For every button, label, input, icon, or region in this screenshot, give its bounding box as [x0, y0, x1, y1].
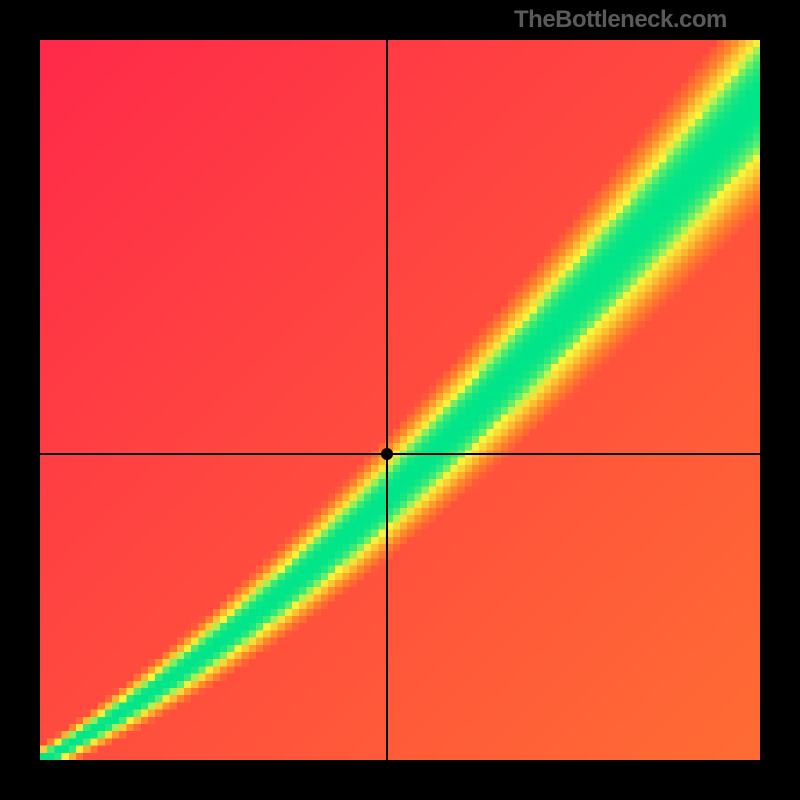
watermark-text: TheBottleneck.com — [514, 6, 727, 34]
crosshair-horizontal — [40, 453, 760, 455]
selection-marker — [381, 448, 393, 460]
crosshair-vertical — [386, 40, 388, 760]
bottleneck-heatmap — [40, 40, 760, 760]
